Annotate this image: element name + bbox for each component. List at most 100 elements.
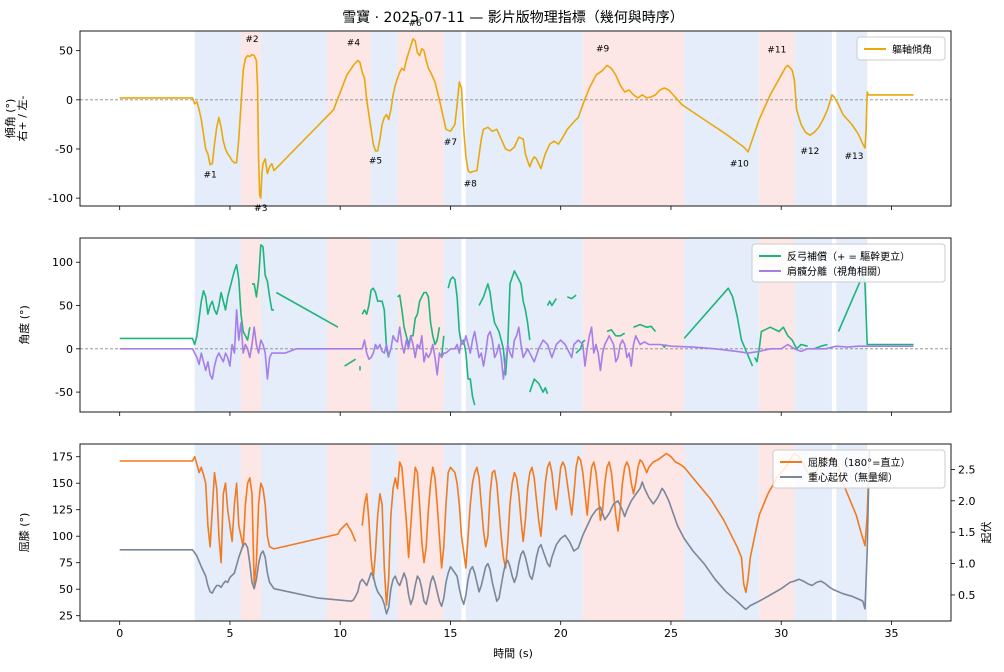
series-2 bbox=[119, 309, 914, 380]
series-line bbox=[440, 335, 445, 358]
series-line bbox=[546, 298, 557, 307]
panel-2: -50 0 50 100 角度 (°) 反弓補償（+ = 驅幹更立） 肩髖分離（視角相關） bbox=[17, 237, 952, 416]
phase-band bbox=[260, 444, 327, 621]
phase-band bbox=[240, 238, 261, 412]
series-line bbox=[529, 378, 549, 395]
y-tick-label: 25 bbox=[59, 610, 73, 623]
peak-annotation: #5 bbox=[369, 157, 382, 167]
y-tick-label: 100 bbox=[52, 530, 73, 543]
y-tick-label: 0 bbox=[66, 94, 73, 107]
phase-band bbox=[465, 31, 583, 206]
series-line bbox=[606, 329, 626, 337]
phase-band bbox=[371, 444, 398, 621]
x-tick-label: 30 bbox=[774, 627, 788, 640]
y-tick-label: 50 bbox=[59, 300, 73, 313]
phase-band bbox=[326, 444, 372, 621]
phase-band bbox=[465, 238, 583, 412]
legend-box bbox=[772, 449, 946, 489]
peak-annotation: #10 bbox=[730, 160, 749, 170]
phase-band bbox=[397, 31, 444, 206]
series-line bbox=[814, 343, 828, 350]
x-tick-label: 20 bbox=[554, 627, 568, 640]
series-line bbox=[275, 291, 339, 328]
y-tick-label: 150 bbox=[52, 477, 73, 490]
phase-band bbox=[371, 238, 398, 412]
legend: 屈膝角（180°=直立） 重心起伏（無量綱） bbox=[772, 449, 946, 489]
series-line bbox=[361, 451, 871, 606]
y2-tick-label: 1.5 bbox=[958, 526, 976, 539]
peak-annotation: #3 bbox=[254, 204, 267, 214]
x-tick-label: 25 bbox=[664, 627, 678, 640]
series-line bbox=[575, 339, 586, 354]
series-line bbox=[683, 287, 754, 367]
y-tick-label: -100 bbox=[48, 192, 73, 205]
phase-band bbox=[582, 31, 685, 206]
phase-band bbox=[582, 238, 685, 412]
axes-frame bbox=[79, 30, 952, 207]
phase-band bbox=[260, 31, 327, 206]
series-2 bbox=[119, 450, 871, 615]
figure-title: 雪寶 · 2025-07-11 — 影片版物理指標（幾何與時序） bbox=[342, 10, 684, 26]
series-1 bbox=[119, 38, 914, 199]
peak-annotation: #7 bbox=[444, 138, 457, 148]
phase-band bbox=[326, 31, 372, 206]
series-line bbox=[119, 455, 357, 585]
panel-1: #1 #2 #3 #4 #5 #6 #7 #8 #9 #10 #11 #12 #13 -100 -50 0 50… bbox=[3, 19, 952, 214]
y2-tick-label: 1.0 bbox=[958, 558, 976, 571]
series-line bbox=[837, 274, 914, 346]
series-line bbox=[119, 450, 871, 615]
y-tick-label: -50 bbox=[55, 386, 73, 399]
peak-annotation: #12 bbox=[800, 147, 819, 157]
series-line bbox=[478, 270, 531, 376]
series-line bbox=[344, 358, 357, 367]
legend-label: 軀軸傾角 bbox=[892, 43, 932, 56]
phase-band bbox=[443, 238, 462, 412]
y-tick-label: 175 bbox=[52, 451, 73, 464]
series-line bbox=[252, 244, 274, 311]
series-line bbox=[396, 291, 441, 346]
series-line bbox=[361, 287, 390, 358]
y-axis-label: 右+ / 左- bbox=[15, 96, 29, 142]
peak-annotation: #13 bbox=[844, 152, 863, 162]
x-tick-label: 10 bbox=[333, 627, 347, 640]
phase-band bbox=[194, 31, 241, 206]
peak-annotation: #6 bbox=[409, 19, 423, 29]
phase-band bbox=[397, 238, 444, 412]
legend-label: 肩髖分離（視角相關） bbox=[787, 265, 887, 278]
peak-annotation: #9 bbox=[596, 45, 610, 55]
y-tick-label: 50 bbox=[59, 45, 73, 58]
x-tick-label: 15 bbox=[443, 627, 457, 640]
y-axis-label: 屈膝 (°) bbox=[18, 513, 31, 553]
x-tick-label: 0 bbox=[116, 627, 123, 640]
phase-band bbox=[759, 31, 795, 206]
legend-label: 重心起伏（無量綱） bbox=[808, 471, 898, 484]
y-tick-label: -50 bbox=[55, 143, 73, 156]
y-tick-label: 0 bbox=[66, 343, 73, 356]
phase-band bbox=[240, 31, 261, 206]
phase-band bbox=[194, 238, 241, 412]
legend: 反弓補償（+ = 驅幹更立） 肩髖分離（視角相關） bbox=[751, 243, 946, 283]
y-tick-label: 50 bbox=[59, 583, 73, 596]
series-line bbox=[633, 323, 657, 333]
legend: 軀軸傾角 bbox=[856, 36, 946, 61]
y-tick-label: 75 bbox=[59, 557, 73, 570]
y2-tick-label: 2.0 bbox=[958, 495, 976, 508]
phase-band bbox=[684, 31, 760, 206]
y-tick-label: 125 bbox=[52, 504, 73, 517]
panel-3: 0 5 10 15 20 25 30 35 25 50 75 100 125 150 175 0.5 1.0 1.… bbox=[18, 443, 993, 640]
x-axis-label: 時間 (s) bbox=[493, 647, 533, 660]
axes-frame bbox=[79, 237, 952, 413]
y2-tick-label: 2.5 bbox=[958, 463, 976, 476]
series-line bbox=[119, 264, 251, 346]
y-axis-label: 傾角 (°) bbox=[3, 99, 17, 139]
legend-label: 屈膝角（180°=直立） bbox=[808, 456, 910, 469]
phase-band bbox=[443, 31, 462, 206]
series-1 bbox=[119, 244, 914, 406]
peak-annotation: #11 bbox=[767, 46, 786, 56]
legend-box bbox=[856, 36, 946, 61]
peak-annotation: #8 bbox=[464, 179, 478, 189]
y2-axis-label: 起伏 bbox=[979, 522, 993, 544]
peak-annotation: #1 bbox=[203, 170, 216, 180]
